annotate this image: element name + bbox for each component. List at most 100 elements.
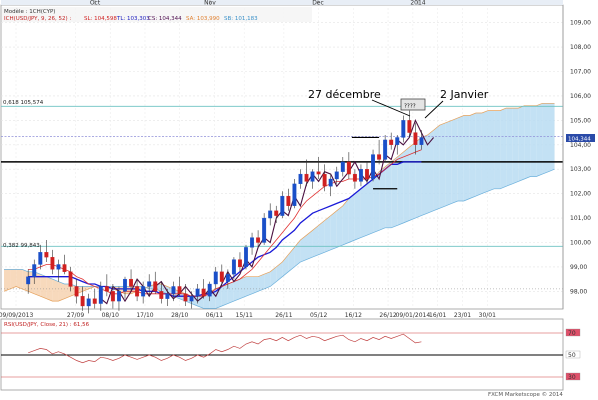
candle-body [44, 252, 49, 258]
candle-body [256, 237, 261, 243]
y-tick-label: 109,00 [570, 20, 591, 27]
kumo-segment [348, 193, 355, 243]
tl-label: TL: 103,303 [116, 16, 150, 22]
candle-body [147, 281, 152, 287]
kumo-segment [397, 152, 404, 226]
kumo-segment [64, 284, 71, 299]
candle-body [38, 252, 43, 265]
kumo-segment [445, 120, 452, 206]
y-tick-label: 102,00 [570, 191, 591, 198]
kumo-segment [536, 103, 543, 177]
kumo-segment [488, 110, 495, 192]
annotation-2-janvier: 2 Janvier [440, 88, 489, 101]
candle-body [141, 286, 146, 297]
candle-body [74, 286, 79, 297]
x-tick-label: 28/10 [171, 312, 188, 319]
rsi-panel-frame [0, 318, 564, 391]
kumo-segment [391, 157, 398, 228]
kumo-segment [475, 113, 482, 197]
kumo-segment [518, 105, 525, 182]
candle-body [413, 132, 418, 145]
fib-level-label: 0,618 105,574 [3, 100, 44, 106]
last-price-label: 104,344 [568, 137, 591, 143]
kumo-segment [439, 122, 446, 209]
candle-body [86, 298, 91, 307]
candle-body [340, 161, 345, 172]
month-label: 2014 [410, 0, 425, 7]
candle-body [298, 173, 303, 185]
x-tick-label: 16/12 [345, 312, 362, 319]
kumo-segment [221, 284, 228, 306]
kumo-segment [481, 110, 488, 194]
rsi-tick-label: 70 [568, 330, 576, 337]
kumo-segment [336, 205, 343, 248]
annotation-27-decembre-pointer [371, 99, 411, 117]
rsi-label: RSI(USD/JPY, Close, 21) : 61,56 [4, 322, 90, 328]
left-level-label: 0,382 99,843 [3, 243, 40, 249]
month-label: Oct [90, 0, 101, 7]
kumo-segment [252, 276, 259, 294]
kumo-segment [360, 183, 367, 238]
candle-body [286, 195, 291, 207]
candle-body [183, 293, 188, 302]
candle-body [177, 286, 182, 294]
kumo-segment [270, 266, 277, 287]
y-tick-label: 105,00 [570, 117, 591, 124]
candle-body [401, 120, 406, 138]
month-label: Nov [204, 0, 216, 7]
kumo-segment [524, 105, 531, 179]
y-tick-label: 107,00 [570, 69, 591, 76]
candle-body [123, 278, 127, 292]
candle-body [201, 288, 206, 297]
candle-body [346, 161, 351, 175]
candle-body [274, 210, 279, 216]
candle-body [225, 274, 230, 282]
cs-label: CS: 104,344 [148, 16, 182, 22]
kumo-segment [40, 274, 47, 299]
kumo-segment [385, 161, 392, 228]
candle-body [104, 286, 109, 292]
kumo-segment [34, 271, 41, 297]
kumo-segment [542, 103, 549, 175]
kumo-segment [403, 147, 410, 223]
kumo-segment [288, 247, 295, 272]
kumo-segment [342, 198, 349, 245]
candle-body [262, 217, 267, 243]
x-tick-label: 06/11 [206, 312, 223, 319]
candle-body [237, 259, 242, 268]
kumo-segment [457, 115, 464, 201]
kumo-segment [379, 166, 386, 231]
candle-body [56, 264, 61, 270]
question-marks: ???? [404, 104, 416, 110]
candle-body [358, 169, 363, 182]
candle-body [32, 264, 37, 277]
candle-body [268, 210, 273, 219]
model-label: Modèle : 1CH(CYP) [4, 8, 55, 15]
candle-body [304, 173, 309, 182]
kumo-segment [246, 276, 253, 297]
kumo-segment [276, 262, 283, 282]
candle-body [26, 276, 31, 285]
kijun-sen-line [28, 161, 422, 297]
kumo-segment [367, 178, 374, 236]
kumo-segment [227, 281, 234, 304]
candle-body [165, 293, 170, 299]
candle-body [407, 120, 412, 133]
candle-body [395, 137, 400, 145]
kumo-segment [258, 274, 265, 292]
x-tick-label: 17/10 [136, 312, 153, 319]
candle-body [189, 296, 194, 302]
x-tick-label: 09/01/2014 [396, 312, 431, 319]
footer-credit: FXCM Marketscope © 2014 [488, 391, 563, 398]
candle-body [250, 237, 254, 248]
month-label: Dec [312, 0, 324, 7]
kumo-segment [506, 108, 513, 187]
kumo-segment [469, 113, 476, 199]
candle-body [153, 281, 158, 292]
candle-body [310, 171, 315, 182]
candle-body [377, 154, 382, 160]
candle-body [328, 178, 333, 187]
candle-body [207, 283, 212, 297]
candle-body [195, 288, 200, 297]
